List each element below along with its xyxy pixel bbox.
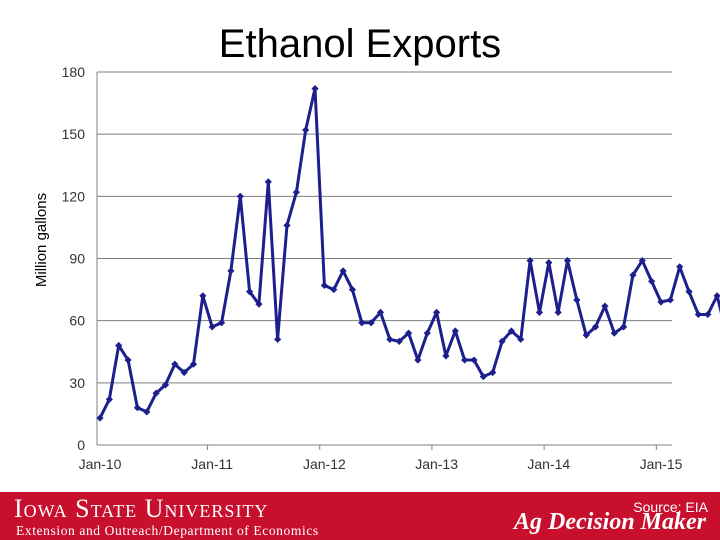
line-chart: 0 30 60 90 120 150 180 Jan-10 Jan-11 Jan-12 Jan-1… xyxy=(33,64,720,472)
data-point xyxy=(442,352,450,360)
x-tick-label: Jan-14 xyxy=(527,456,570,472)
slide-title: Ethanol Exports xyxy=(218,22,502,66)
data-point xyxy=(161,381,170,389)
data-point xyxy=(320,281,328,290)
data-point xyxy=(610,329,618,337)
data-point xyxy=(461,356,469,364)
data-point xyxy=(124,356,132,364)
data-point xyxy=(376,308,385,316)
data-point xyxy=(105,395,113,404)
x-tick-label: Jan-12 xyxy=(303,456,346,472)
data-point xyxy=(451,327,459,335)
brand-name: Ag Decision Maker xyxy=(514,509,706,535)
data-point xyxy=(171,360,179,368)
data-point xyxy=(479,373,487,381)
data-point xyxy=(657,298,665,306)
y-tick-label: 180 xyxy=(62,64,86,80)
data-point xyxy=(274,335,282,343)
data-point xyxy=(470,356,478,364)
data-point xyxy=(601,302,609,310)
y-tick-label: 60 xyxy=(69,313,85,329)
data-point xyxy=(535,308,544,316)
data-point xyxy=(395,337,403,345)
axes xyxy=(96,72,672,446)
data-point xyxy=(704,310,712,319)
data-point xyxy=(283,221,291,229)
data-point xyxy=(143,408,151,416)
data-point xyxy=(152,389,160,397)
data-point xyxy=(629,271,637,279)
data-point xyxy=(517,335,525,343)
x-tick-label: Jan-15 xyxy=(640,456,683,472)
x-tick-label: Jan-10 xyxy=(79,456,122,472)
data-point xyxy=(676,263,684,271)
data-point xyxy=(189,360,198,368)
data-point xyxy=(133,404,141,412)
data-point xyxy=(115,341,123,350)
data-point xyxy=(423,329,431,337)
y-axis-label: Million gallons xyxy=(33,193,50,287)
data-point xyxy=(217,319,226,327)
data-point xyxy=(255,300,263,308)
data-point xyxy=(339,267,347,275)
data-point xyxy=(573,296,581,304)
x-tick-label: Jan-13 xyxy=(415,456,458,472)
data-point xyxy=(208,323,216,331)
data-point xyxy=(685,288,693,296)
data-point xyxy=(433,308,441,316)
data-point xyxy=(526,256,534,265)
department-text: Extension and Outreach/Department of Eco… xyxy=(16,523,319,538)
data-point xyxy=(264,178,272,186)
data-point xyxy=(489,368,497,377)
university-name: Iowa State University xyxy=(14,494,269,523)
series-line xyxy=(98,87,720,419)
data-point xyxy=(330,285,338,294)
data-point xyxy=(545,259,553,267)
data-point xyxy=(620,323,628,331)
data-point xyxy=(96,414,104,422)
data-point xyxy=(554,308,562,316)
series-exports xyxy=(96,84,720,422)
data-point xyxy=(694,310,702,319)
x-tick-labels: Jan-10Jan-11Jan-12Jan-13Jan-14Jan-15Jan-… xyxy=(79,445,683,472)
data-point xyxy=(386,335,394,343)
data-point xyxy=(414,356,422,364)
footer-bar: Iowa State University Extension and Outr… xyxy=(0,492,720,540)
y-tick-label: 30 xyxy=(69,375,85,391)
y-tick-label: 90 xyxy=(69,251,85,267)
x-tick-label: Jan-11 xyxy=(191,456,233,472)
data-point xyxy=(498,337,506,345)
data-point xyxy=(199,292,207,300)
data-point xyxy=(292,188,300,196)
data-point xyxy=(648,277,656,285)
y-tick-label: 0 xyxy=(77,437,85,453)
data-point xyxy=(563,256,572,265)
data-point xyxy=(666,296,674,304)
y-tick-label: 150 xyxy=(62,126,86,142)
data-point xyxy=(367,319,375,327)
data-point xyxy=(302,126,310,134)
data-point xyxy=(236,192,244,200)
data-point xyxy=(246,288,254,296)
data-point xyxy=(591,323,600,331)
data-point xyxy=(227,267,235,275)
data-point xyxy=(358,319,366,327)
y-tick-labels: 0 30 60 90 120 150 180 xyxy=(62,64,86,453)
data-point xyxy=(713,292,720,300)
data-point xyxy=(638,256,646,265)
data-point xyxy=(180,368,188,377)
data-point xyxy=(348,285,357,294)
source-note: Source: EIA xyxy=(633,499,708,515)
data-point xyxy=(507,327,515,335)
data-point xyxy=(582,331,590,339)
y-tick-label: 120 xyxy=(62,188,86,204)
data-point xyxy=(311,84,319,93)
data-point xyxy=(404,329,413,337)
